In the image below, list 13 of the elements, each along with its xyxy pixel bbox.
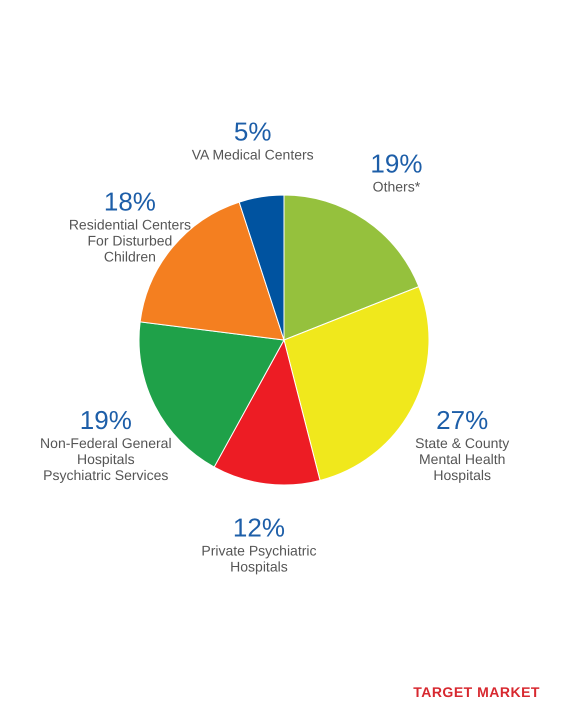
- data-label: 19%: [370, 148, 422, 179]
- slice-label: VA Medical Centers: [192, 146, 314, 162]
- slice-label: Residential Centers For Disturbed Children: [68, 216, 191, 265]
- data-label: 19%: [80, 404, 132, 435]
- slice-label: Non-Federal General Hospitals Psychiatric Services: [40, 434, 172, 483]
- slice-label: Private Psychiatric Hospitals: [201, 542, 317, 574]
- text: TARGET MARKET: [412, 684, 540, 700]
- data-label: 27%: [436, 404, 488, 435]
- data-label: 12%: [232, 512, 285, 542]
- slice-label: State & County Mental Health Hospitals: [415, 434, 510, 483]
- data-label: 5%: [234, 116, 272, 146]
- data-label: 18%: [104, 186, 156, 217]
- slice-label: Others*: [372, 178, 421, 195]
